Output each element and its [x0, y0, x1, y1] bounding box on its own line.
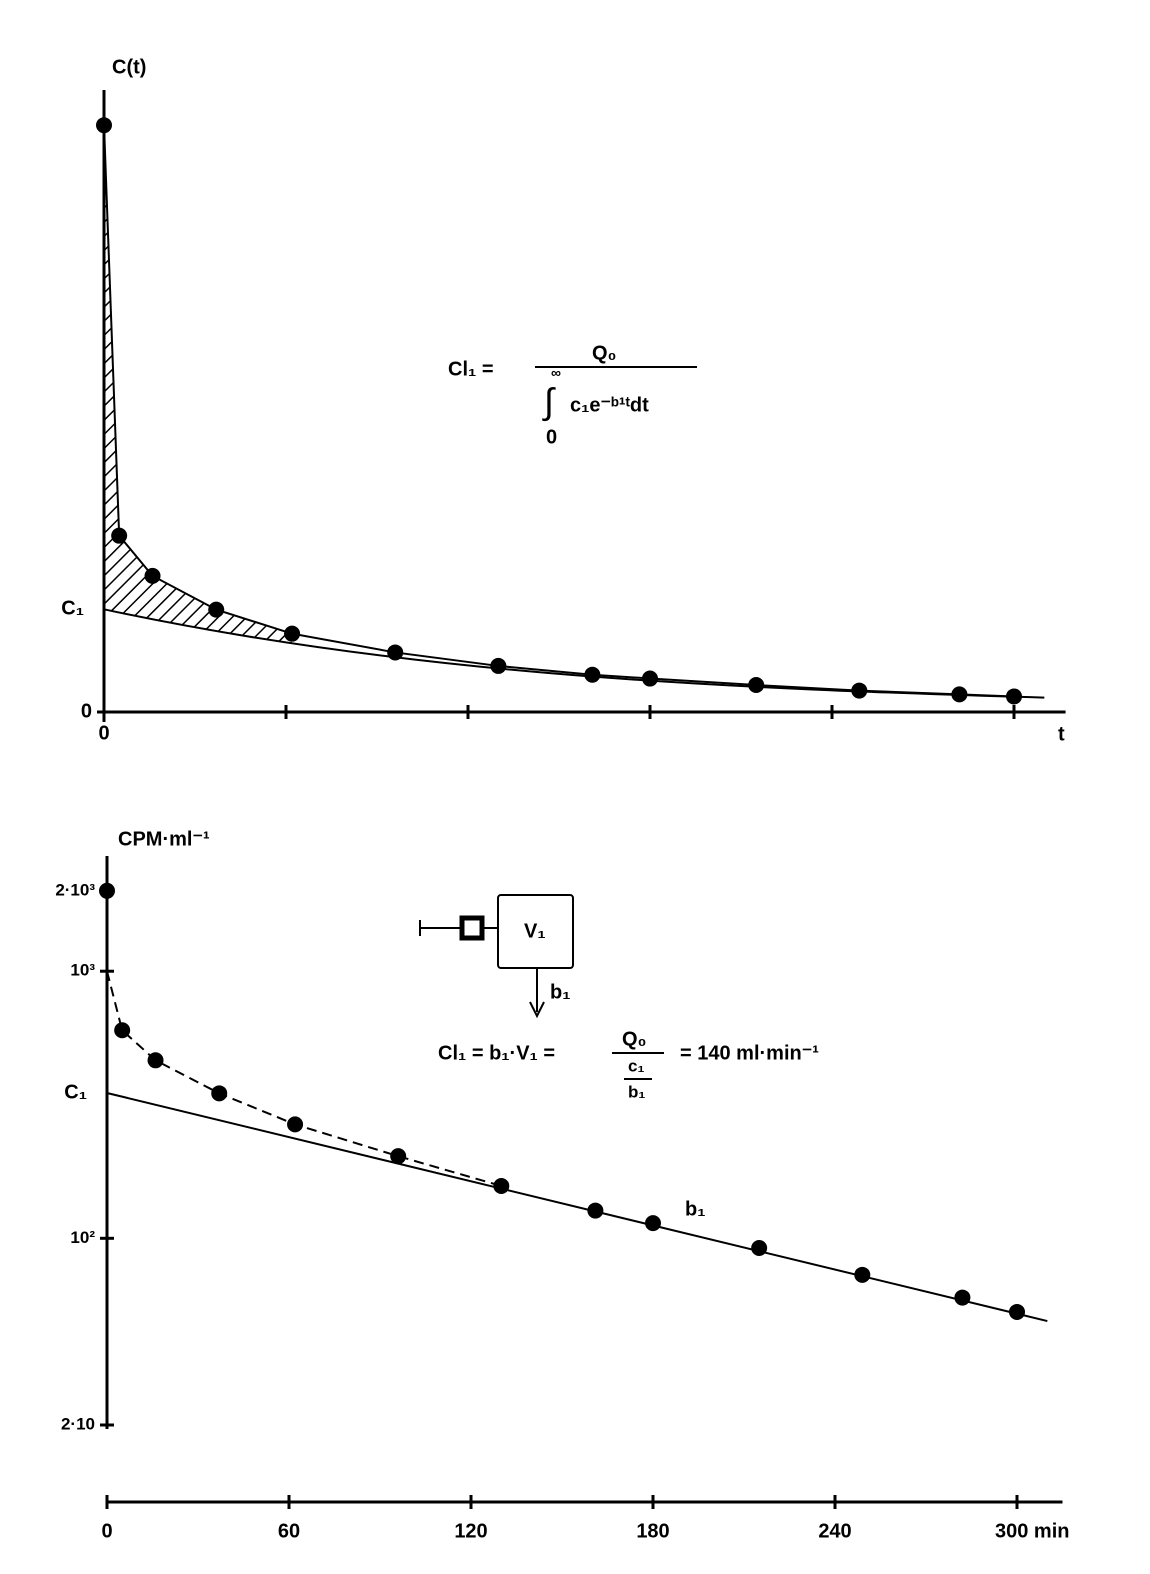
x-tick-label: 120 — [454, 1520, 487, 1542]
input-symbol — [459, 915, 485, 941]
x-tick-label: 0 — [101, 1520, 112, 1542]
data-point — [645, 1215, 661, 1232]
y-axis-label: CPM·ml⁻¹ — [118, 828, 210, 850]
data-point — [584, 666, 601, 683]
y-axis-label: C(t) — [112, 56, 146, 78]
y-tick-label: 2·10³ — [55, 880, 95, 899]
fit-line — [106, 1092, 1048, 1323]
y-tick-label: 2·10 — [61, 1414, 95, 1433]
y-tick-label: 10² — [70, 1228, 95, 1247]
fit-line-label: b₁ — [685, 1198, 706, 1220]
formula-result: = 140 ml·min⁻¹ — [680, 1042, 819, 1064]
data-point — [951, 686, 968, 703]
data-point — [111, 527, 128, 544]
compartment-label: V₁ — [524, 920, 546, 942]
data-point — [284, 625, 301, 642]
data-point — [387, 644, 404, 661]
y-mark-label: C₁ — [61, 598, 84, 620]
rate-label: b₁ — [550, 981, 571, 1003]
formula-bottom: Cl₁ = b₁·V₁ = Q₀ c₁ b₁ = 140 ml·min⁻¹ — [438, 1028, 819, 1101]
data-point — [144, 567, 161, 584]
y-mark-label: C₁ — [64, 1081, 87, 1103]
compartment-box — [497, 894, 574, 969]
compartment-diagram: V₁ b₁ — [419, 894, 574, 1019]
data-curve — [103, 125, 1015, 698]
data-point — [493, 1177, 510, 1194]
x-origin-label: 0 — [98, 722, 109, 744]
data-point — [114, 1022, 131, 1039]
data-point — [287, 1116, 304, 1133]
y-tick-label: 10³ — [70, 961, 95, 980]
y-tick-label: 0 — [81, 700, 92, 722]
data-point — [490, 657, 507, 674]
x-axis-label: t — [1058, 723, 1065, 745]
dashed-curve — [106, 970, 502, 1187]
data-point — [854, 1266, 871, 1283]
integral-lower: 0 — [546, 426, 557, 448]
den-bottom: b₁ — [628, 1082, 645, 1101]
formula-numerator: Q₀ — [622, 1028, 647, 1050]
den-top: c₁ — [628, 1056, 645, 1075]
x-tick-label: 60 — [278, 1520, 300, 1542]
data-point — [390, 1148, 407, 1165]
data-point — [751, 1239, 768, 1256]
formula-lhs: Cl₁ = b₁·V₁ = — [438, 1042, 555, 1064]
integral-sign: ∫ — [542, 381, 556, 422]
data-point — [1006, 688, 1022, 705]
formula-lhs: Cl₁ = — [448, 358, 494, 380]
integrand: c₁e⁻ᵇ¹ᵗdt — [570, 394, 649, 416]
data-point — [642, 670, 658, 687]
data-point — [147, 1052, 164, 1069]
data-point — [208, 601, 225, 618]
hatch-area — [104, 125, 293, 643]
data-point — [1009, 1303, 1025, 1320]
data-point — [99, 882, 115, 899]
data-point — [587, 1202, 604, 1219]
x-tick-label: 300 min — [995, 1520, 1069, 1542]
data-point — [748, 677, 765, 694]
formula-top: Cl₁ = Q₀ ∞ ∫ c₁e⁻ᵇ¹ᵗdt 0 — [448, 342, 697, 448]
x-tick-label: 240 — [818, 1520, 851, 1542]
data-point — [954, 1289, 971, 1306]
arrow-head — [529, 1001, 545, 1019]
formula-numerator: Q₀ — [592, 342, 617, 364]
data-point — [851, 682, 868, 699]
integral-upper: ∞ — [551, 365, 561, 381]
x-tick-label: 180 — [636, 1520, 669, 1542]
data-point — [211, 1085, 228, 1102]
data-point — [96, 117, 112, 134]
